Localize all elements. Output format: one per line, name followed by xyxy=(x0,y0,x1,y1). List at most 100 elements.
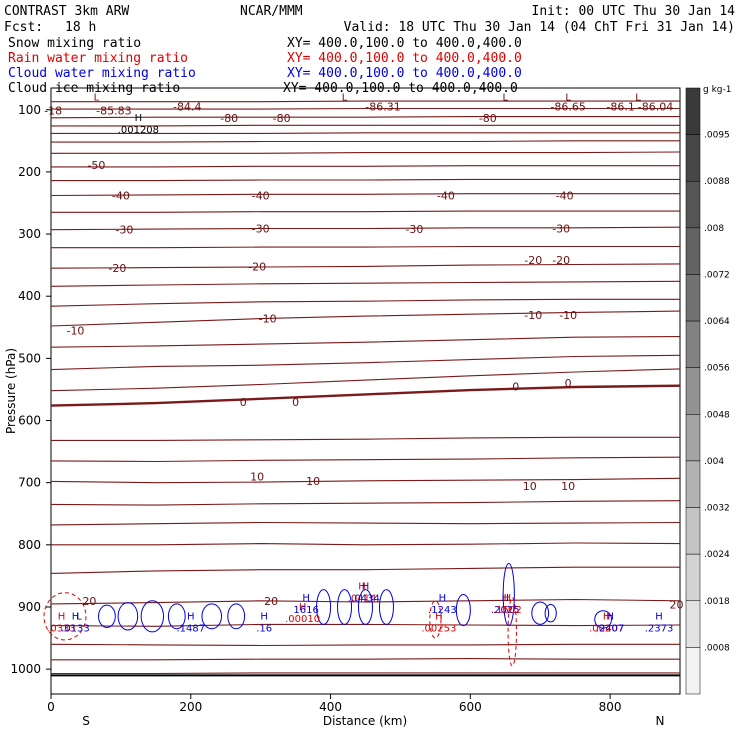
cloud-contour-9 xyxy=(358,589,373,625)
temperature-contour-12 xyxy=(50,384,681,407)
colorbar-tick-1: .0088 xyxy=(704,177,730,187)
temperature-contour-17 xyxy=(50,298,680,307)
y-tick-label-4: 500 xyxy=(18,351,41,365)
colorbar-tick-2: .008 xyxy=(704,224,724,234)
temperature-contour-2 xyxy=(50,643,680,647)
extremum-marker-19: L xyxy=(502,92,508,103)
cloud-contour-4 xyxy=(167,603,186,630)
cloud-contour-15 xyxy=(531,601,550,625)
field-name-cloud-water: Cloud water mixing ratio xyxy=(8,66,196,81)
extremum-marker-8: H xyxy=(358,582,366,593)
extremum-value-12: .2025 xyxy=(491,605,520,616)
temperature-label-22: -20 xyxy=(552,254,570,267)
extremum-marker-1: L xyxy=(76,611,82,622)
extremum-value-9: .0434 xyxy=(351,594,380,605)
cloud-contour-1 xyxy=(98,604,116,628)
extremum-value-13: .1502 xyxy=(493,605,522,616)
cloud-contour-5 xyxy=(201,603,223,630)
extremum-marker-9: H xyxy=(362,582,370,593)
temperature-contour-26 xyxy=(51,151,681,154)
y-tick-label-2: 300 xyxy=(18,227,41,241)
temperature-contour-0 xyxy=(51,672,680,675)
temperature-label-32: 10 xyxy=(306,475,320,488)
temperature-contour-18 xyxy=(50,280,681,287)
colorbar-tick-0: .0095 xyxy=(704,131,730,141)
cloud-contour-17 xyxy=(594,610,613,629)
x-tick-label-2: 400 xyxy=(319,700,342,714)
colorbar-tick-4: .0064 xyxy=(704,317,730,327)
temperature-contour-20 xyxy=(51,245,680,249)
extremum-marker-12: H xyxy=(502,593,510,604)
temperature-label-8: -86.1 xyxy=(606,101,634,114)
cloud-contour-16 xyxy=(544,603,557,623)
contour-label-group: -18 -85.83 -84.4 -80 -80 -86.31 -80 -86.65 -86.1… xyxy=(44,101,683,612)
colorbar-swatch-3 xyxy=(685,227,701,275)
temperature-label-10: -50 xyxy=(87,159,105,172)
cloud-contour-11 xyxy=(429,600,442,639)
extremum-value-15: .2407 xyxy=(596,623,625,634)
temperature-label-7: -86.65 xyxy=(550,101,585,114)
temperature-label-17: -30 xyxy=(405,223,423,236)
y-tick-label-3: 400 xyxy=(18,289,41,303)
colorbar: .0095 .0088 .008 .0072 .0064 .0056 .0048 .004 .0… xyxy=(685,87,730,695)
org-name: NCAR/MMM xyxy=(240,4,303,19)
model-title: CONTRAST 3km ARW xyxy=(4,4,129,19)
init-time: Init: 00 UTC Thu 30 Jan 14 xyxy=(532,4,736,19)
colorbar-swatch-2 xyxy=(685,180,701,229)
colorbar-tick-5: .0056 xyxy=(704,364,730,374)
extremum-value-7: 1616 xyxy=(293,605,318,616)
colorbar-swatch-6 xyxy=(685,367,701,415)
colorbar-swatch-11 xyxy=(685,600,701,648)
extremum-value-8: .0414 xyxy=(348,594,377,605)
temperature-label-16: -30 xyxy=(252,222,270,235)
temperature-contour-10 xyxy=(50,456,681,463)
temperature-contour-32 xyxy=(51,100,680,103)
temperature-label-21: -20 xyxy=(524,254,542,267)
extremum-marker-14: H xyxy=(603,611,611,622)
temperature-contour-16 xyxy=(50,310,681,327)
temperature-contour-24 xyxy=(51,178,680,182)
cloud-contour-3 xyxy=(140,600,165,633)
temperature-contour-5 xyxy=(50,566,680,574)
temperature-contour-21 xyxy=(50,226,681,231)
temperature-label-30: 0 xyxy=(565,377,572,390)
extremum-value-6: .00010 xyxy=(285,614,320,625)
temperature-contour-22 xyxy=(51,210,680,213)
y-tick-label-5: 600 xyxy=(18,414,41,428)
cloud-contour-7 xyxy=(316,589,332,625)
colorbar-swatch-5 xyxy=(685,320,701,368)
extremum-marker-16: H xyxy=(655,611,663,622)
y-tick-label-0: 100 xyxy=(18,103,41,117)
colorbar-tick-8: .0032 xyxy=(704,504,730,514)
field-xy-rain: XY= 400.0,100.0 to 400.0,400.0 xyxy=(287,51,522,66)
temperature-label-25: -10 xyxy=(524,309,542,322)
temperature-label-23: -10 xyxy=(66,324,84,337)
temperature-label-20: -20 xyxy=(248,260,266,273)
colorbar-tick-3: .0072 xyxy=(704,270,730,280)
extremum-marker-13: H xyxy=(504,593,512,604)
y-tick-label-7: 800 xyxy=(18,538,41,552)
temperature-contour-28 xyxy=(51,132,680,134)
extremum-marker-3: H xyxy=(72,611,80,622)
temperature-contour-6 xyxy=(51,542,681,546)
temperature-contour-15 xyxy=(50,336,681,348)
temperature-label-26: -10 xyxy=(559,309,577,322)
cloud-contour-14 xyxy=(507,597,517,667)
field-xy-snow: XY= 400.0,100.0 to 400.0,400.0 xyxy=(287,36,522,51)
temperature-contour-1 xyxy=(51,658,680,661)
temperature-label-4: -80 xyxy=(273,112,291,125)
temperature-contour-27 xyxy=(51,140,680,143)
cloud-contour-10 xyxy=(378,589,394,625)
contour-group xyxy=(50,100,681,677)
temperature-label-6: -80 xyxy=(479,112,497,125)
y-axis-label: Pressure (hPa) xyxy=(4,348,18,434)
temperature-label-34: 10 xyxy=(561,480,575,493)
field-name-snow: Snow mixing ratio xyxy=(8,36,141,51)
temperature-contour-4 xyxy=(50,598,681,605)
extremum-marker-2: H xyxy=(58,611,66,622)
south-label: S xyxy=(82,714,90,728)
temperature-label-14: -40 xyxy=(556,190,574,203)
extremum-marker-6: H xyxy=(299,602,307,613)
